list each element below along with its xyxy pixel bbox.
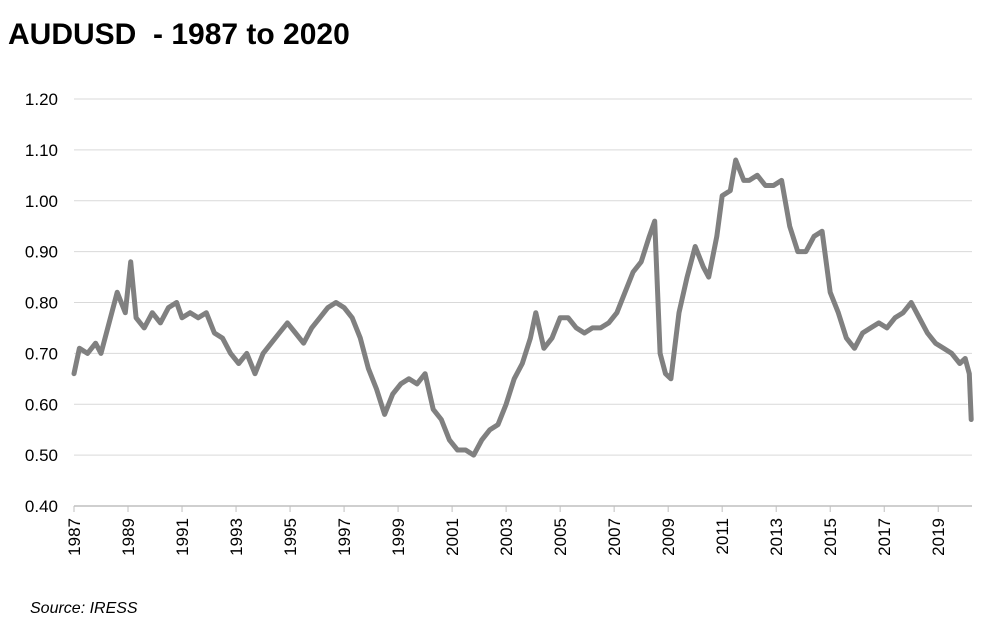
series-line <box>71 157 974 458</box>
y-tick-label: 1.10 <box>25 141 58 160</box>
y-tick-label: 0.60 <box>25 395 58 414</box>
x-tick-label: 1997 <box>335 518 354 556</box>
x-tick-label: 2005 <box>551 518 570 556</box>
x-tick-label: 1993 <box>227 518 246 556</box>
y-tick-label: 0.90 <box>25 243 58 262</box>
x-tick-label: 1999 <box>389 518 408 556</box>
y-tick-label: 1.20 <box>25 90 58 109</box>
x-tick-label: 2019 <box>929 518 948 556</box>
x-tick-label: 1989 <box>119 518 138 556</box>
x-tick-label: 2003 <box>497 518 516 556</box>
x-tick-labels: 1987 1989 1991 1993 1995 1997 1999 2001 2003 2005… <box>65 506 948 556</box>
x-tick-label: 2009 <box>659 518 678 556</box>
source-note: Source: IRESS <box>30 600 138 617</box>
y-tick-label: 1.00 <box>25 192 58 211</box>
y-tick-label: 0.40 <box>25 497 58 516</box>
x-tick-label: 2015 <box>821 518 840 556</box>
x-tick-label: 2013 <box>767 518 786 556</box>
y-tick-label: 0.50 <box>25 446 58 465</box>
series-group <box>71 157 974 458</box>
x-tick-label: 2007 <box>605 518 624 556</box>
chart-title: AUDUSD - 1987 to 2020 <box>8 18 350 51</box>
x-tick-label: 2017 <box>875 518 894 556</box>
x-tick-label: 2001 <box>443 518 462 556</box>
y-tick-labels: 0.40 0.50 0.60 0.70 0.80 0.90 1.00 1.10 1.20 <box>25 90 58 516</box>
x-tick-label: 2011 <box>713 518 732 555</box>
y-tick-label: 0.70 <box>25 344 58 363</box>
gridlines <box>74 98 972 507</box>
x-tick-label: 1987 <box>65 518 84 556</box>
x-tick-label: 1995 <box>281 518 300 556</box>
x-tick-label: 1991 <box>173 518 192 556</box>
y-tick-label: 0.80 <box>25 294 58 313</box>
